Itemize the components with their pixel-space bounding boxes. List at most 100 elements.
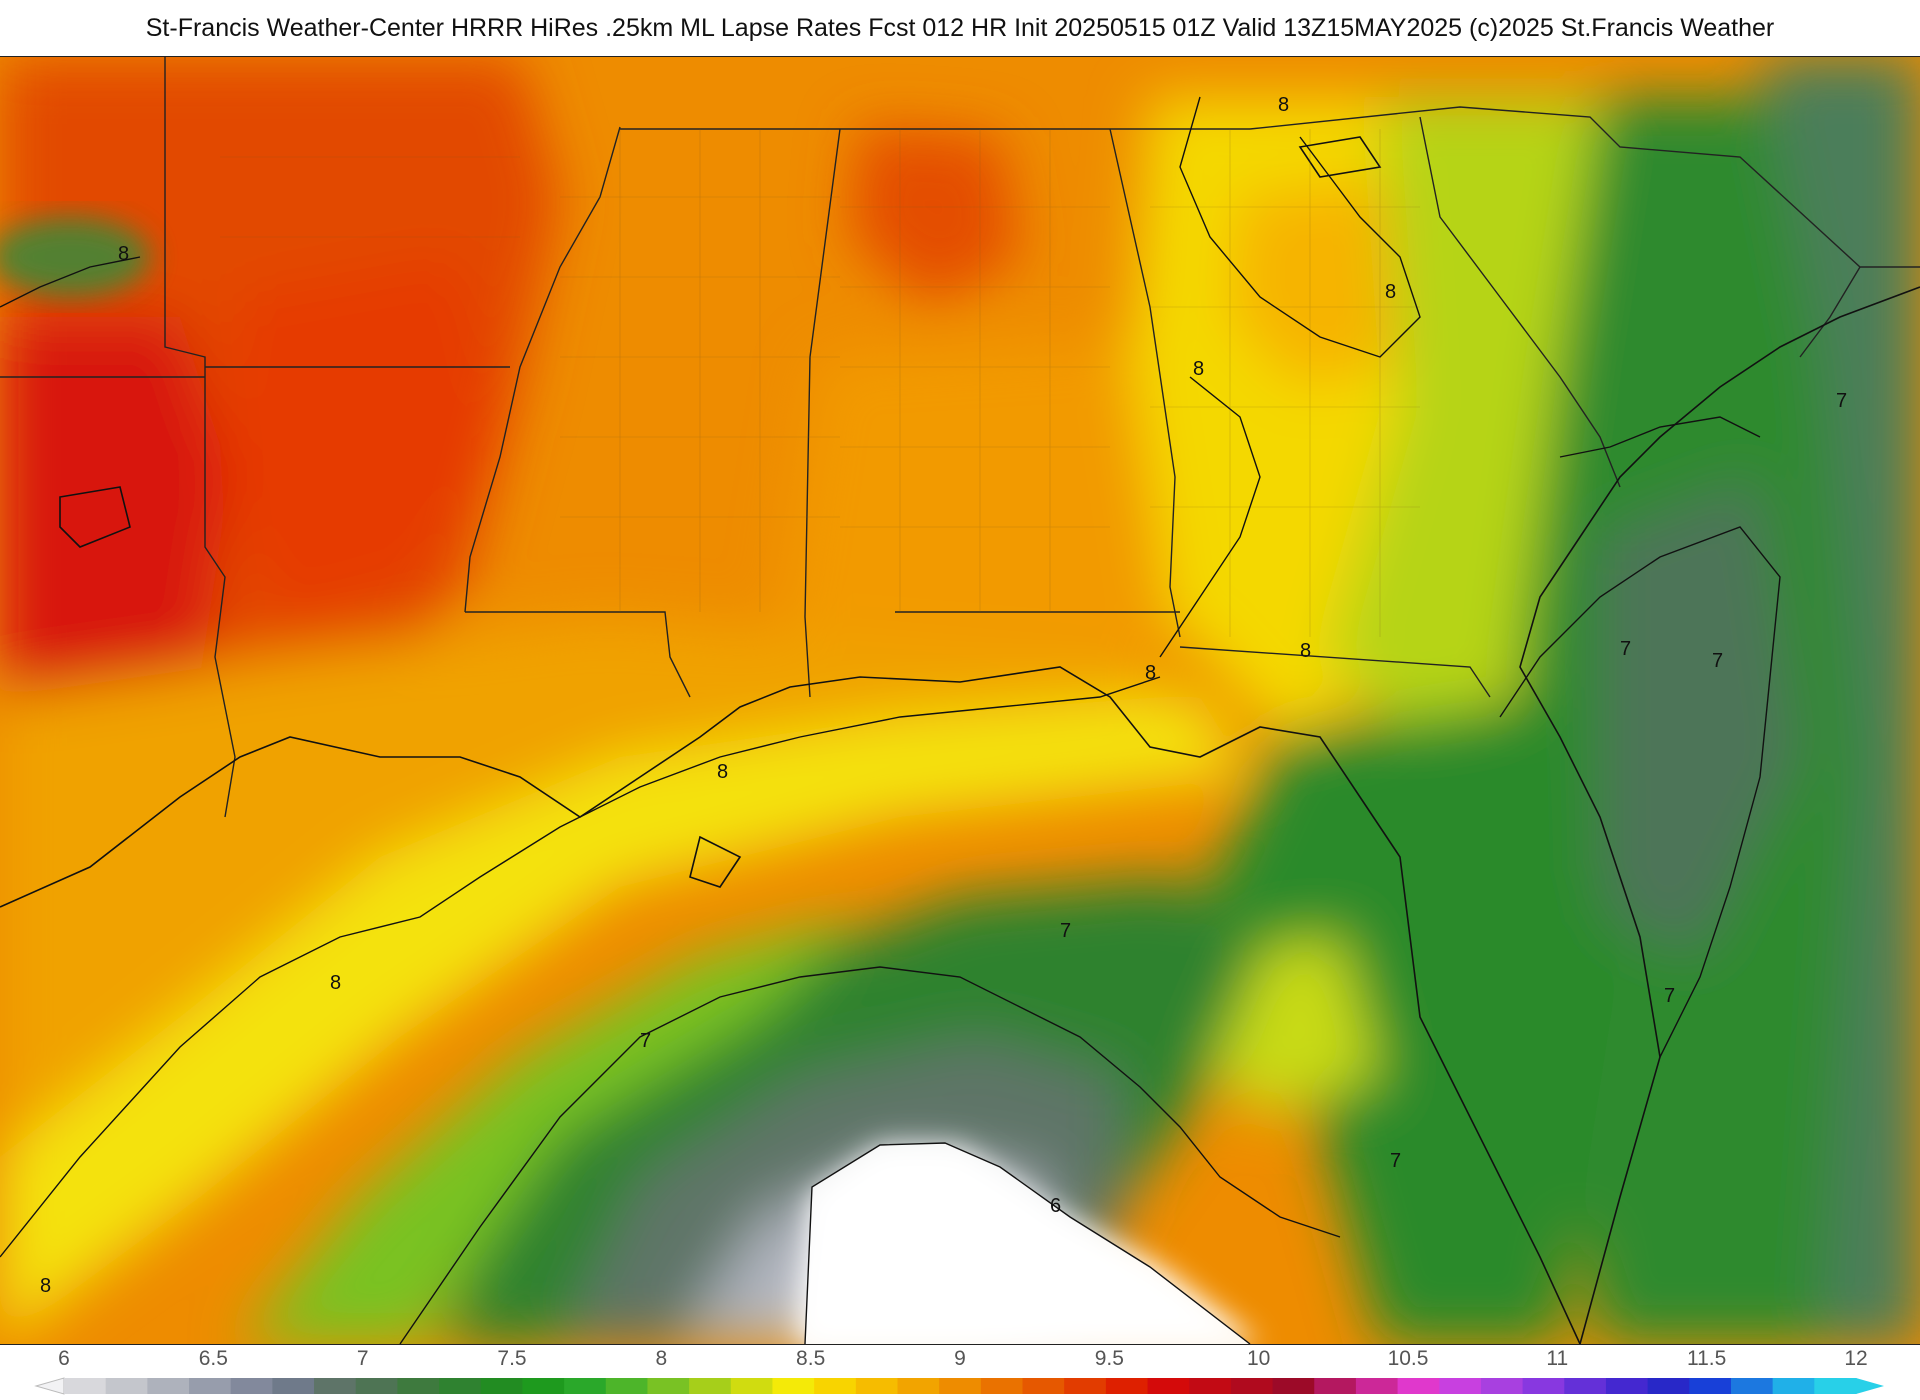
colorbar-tick-label: 10 <box>1246 1347 1271 1370</box>
colorbar-swatch <box>314 1378 357 1394</box>
colorbar-swatch <box>939 1378 982 1394</box>
colorbar-swatch <box>1272 1378 1315 1394</box>
tx-ok-ar-boundary <box>164 57 236 818</box>
contour-label: 7 <box>1620 638 1631 660</box>
colorbar-tick-label: 9 <box>954 1347 966 1370</box>
ga-fl-boundary <box>1179 646 1491 698</box>
colorbar-tick-label: 8.5 <box>796 1347 826 1370</box>
lapse-rate-map: 8 8 8 8 8 8 8 8 8 7 7 7 7 7 7 7 6 <box>0 56 1920 1345</box>
contour-7-gulf <box>399 966 1341 1344</box>
colorbar-tick-label: 9.5 <box>1094 1347 1124 1370</box>
contour-label: 8 <box>717 761 728 783</box>
colorbar-high-arrow <box>1856 1378 1884 1394</box>
colorbar-tick-label: 11 <box>1546 1347 1569 1370</box>
colorbar-swatch <box>897 1378 940 1394</box>
contour-8-gulf <box>0 676 1161 1258</box>
shaded-field <box>0 57 1920 1344</box>
colorbar-swatch <box>814 1378 857 1394</box>
colorbar-tick-label: 7 <box>356 1347 369 1370</box>
contour-8-nw <box>0 256 141 308</box>
colorbar-low-arrow <box>34 1377 65 1395</box>
colorbar-swatch <box>397 1378 440 1394</box>
colorbar-swatch <box>1397 1378 1440 1394</box>
colorbar-swatch <box>230 1378 273 1394</box>
colorbar-swatch <box>480 1378 524 1394</box>
contour-7-atlantic-north <box>1559 416 1761 458</box>
colorbar-swatch <box>730 1378 774 1394</box>
contour-label: 8 <box>1145 662 1156 684</box>
contour-label-group: 8 8 8 8 8 8 8 8 8 7 7 7 7 7 7 7 6 <box>40 94 1847 1297</box>
colorbar-swatch <box>1439 1378 1482 1394</box>
contour-label: 7 <box>1836 390 1847 412</box>
contour-label: 6 <box>1050 1195 1061 1217</box>
lake-outline-2 <box>1298 136 1382 178</box>
contour-label: 8 <box>1278 94 1289 116</box>
contour-label: 8 <box>1300 640 1311 662</box>
colorbar-swatch <box>64 1378 107 1394</box>
field-blobs <box>0 57 1920 1344</box>
contour-label: 8 <box>1385 281 1396 303</box>
colorbar-swatch <box>980 1378 1024 1394</box>
colorbar-swatch <box>689 1378 732 1394</box>
contour-lines <box>0 96 1781 1344</box>
contour-label: 8 <box>1193 358 1204 380</box>
contour-6-gulf <box>804 1142 1251 1344</box>
la-ms-boundary <box>465 611 691 698</box>
contour-label: 8 <box>330 972 341 994</box>
colorbar-swatch <box>1647 1378 1690 1394</box>
colorbar-swatch <box>1522 1378 1565 1394</box>
colorbar-swatch <box>1689 1378 1732 1394</box>
colorbar-strip <box>34 1377 1884 1395</box>
colorbar-swatch <box>1605 1378 1649 1394</box>
colorbar-legend: 6 6.5 7 7.5 8 8.5 9 9.5 10 10.5 11 11.5 12 <box>0 1343 1920 1400</box>
colorbar-swatch <box>1814 1378 1857 1394</box>
colorbar-swatch <box>1105 1378 1149 1394</box>
al-ga-boundary <box>1109 128 1181 638</box>
colorbar-swatch <box>772 1378 815 1394</box>
colorbar-swatch <box>1189 1378 1232 1394</box>
contour-label: 7 <box>1060 920 1071 942</box>
contour-label: 7 <box>1390 1150 1401 1172</box>
colorbar-tick-labels: 6 6.5 7 7.5 8 8.5 9 9.5 10 10.5 11 11.5 12 <box>0 1343 1920 1373</box>
colorbar-swatch <box>1355 1378 1399 1394</box>
lake-outline <box>59 486 131 548</box>
ms-al-boundary <box>804 128 841 698</box>
colorbar-swatch <box>1730 1378 1774 1394</box>
contour-label: 7 <box>1664 985 1675 1007</box>
colorbar-swatch <box>647 1378 690 1394</box>
sc-ga-boundary <box>1419 116 1621 488</box>
contour-8-georgia <box>1179 96 1421 358</box>
coastlines <box>0 136 1920 1344</box>
nc-coast-boundary <box>1799 266 1861 358</box>
contour-7-fl-atlantic <box>1499 526 1781 1058</box>
atlantic-coastline <box>1519 286 1920 1344</box>
colorbar-swatch <box>1064 1378 1107 1394</box>
contour-label: 7 <box>640 1030 651 1052</box>
colorbar-tick-label: 12 <box>1844 1347 1868 1370</box>
colorbar-swatch <box>355 1378 398 1394</box>
contour-label: 8 <box>40 1275 51 1297</box>
delta-outline <box>689 835 742 888</box>
colorbar-swatch <box>1230 1378 1274 1394</box>
colorbar-swatch <box>564 1378 607 1394</box>
colorbar-tick-label: 8 <box>655 1347 668 1370</box>
colorbar-swatch <box>1022 1378 1065 1394</box>
colorbar-tick-label: 6 <box>58 1347 70 1370</box>
map-title: St-Francis Weather-Center HRRR HiRes .25… <box>145 13 1775 42</box>
state-boundaries <box>0 57 1920 818</box>
contour-8-alga <box>1159 376 1261 658</box>
colorbar-tick-label: 10.5 <box>1387 1347 1429 1370</box>
colorbar-swatch <box>1147 1378 1190 1394</box>
colorbar-swatch <box>1564 1378 1607 1394</box>
colorbar-tick-label: 6.5 <box>198 1347 228 1370</box>
colorbar-swatch <box>522 1378 565 1394</box>
colorbar-swatch <box>189 1378 232 1394</box>
colorbar-swatch <box>605 1378 649 1394</box>
colorbar-swatch <box>1480 1378 1524 1394</box>
contour-label: 8 <box>118 243 129 265</box>
mississippi-river <box>464 126 621 613</box>
colorbar-tick-label: 11.5 <box>1686 1347 1727 1370</box>
county-lines <box>220 129 1420 637</box>
colorbar-swatch <box>855 1378 899 1394</box>
colorbar-swatch <box>105 1378 148 1394</box>
